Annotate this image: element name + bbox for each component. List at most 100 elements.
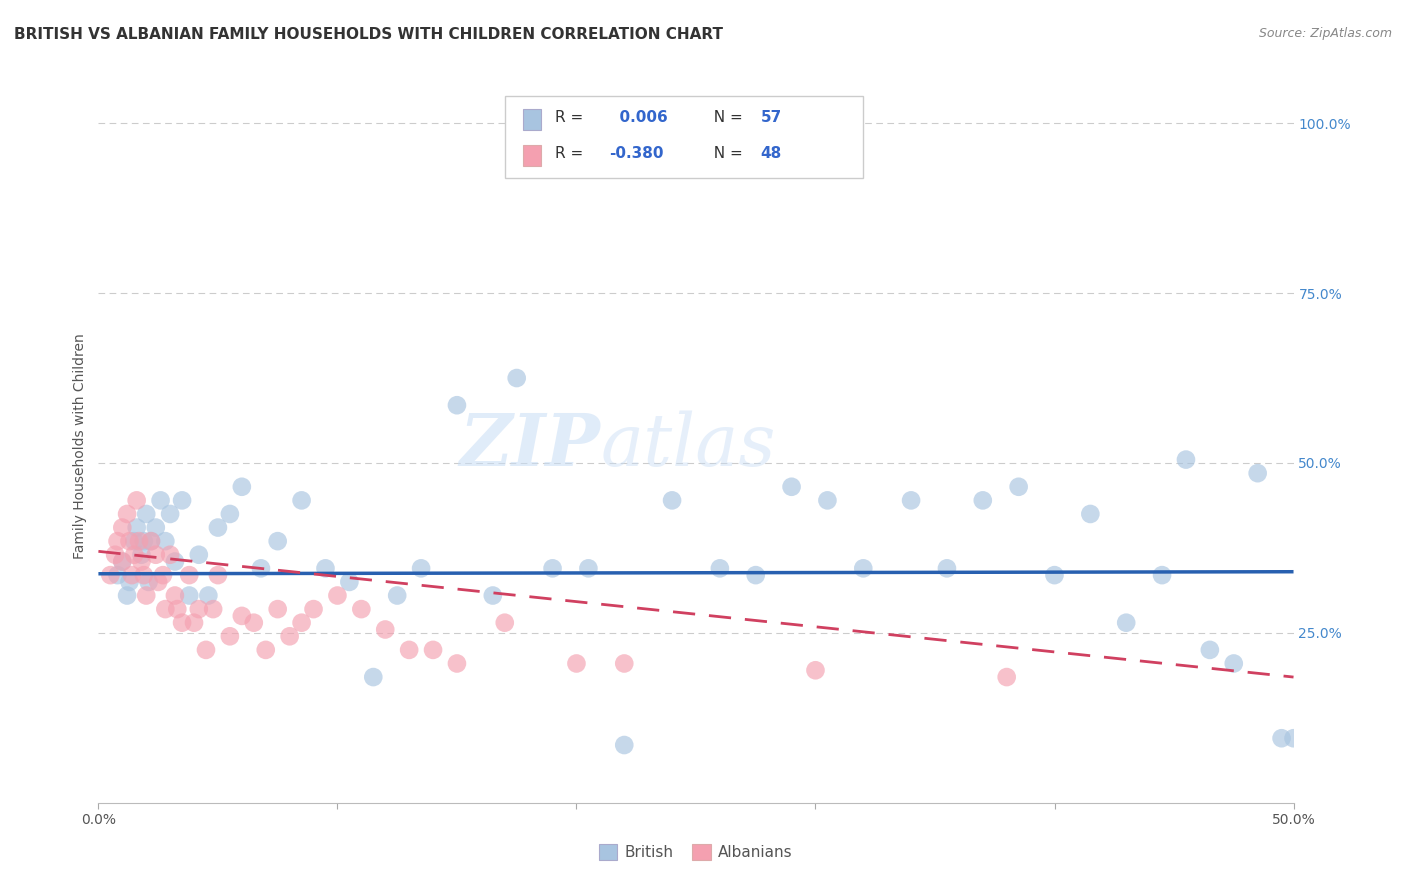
- Point: [243, 615, 266, 630]
- Point: [132, 568, 155, 582]
- Point: [145, 520, 167, 534]
- Point: [363, 670, 385, 684]
- Point: [179, 589, 201, 603]
- Text: BRITISH VS ALBANIAN FAMILY HOUSEHOLDS WITH CHILDREN CORRELATION CHART: BRITISH VS ALBANIAN FAMILY HOUSEHOLDS WI…: [14, 27, 723, 42]
- Point: [202, 602, 225, 616]
- Point: [115, 507, 138, 521]
- Point: [1271, 731, 1294, 746]
- Point: [166, 602, 188, 616]
- Point: [131, 548, 153, 562]
- Point: [1152, 568, 1174, 582]
- Point: [159, 507, 181, 521]
- Point: [972, 493, 994, 508]
- Point: [139, 534, 162, 549]
- Point: [172, 615, 194, 630]
- Point: [187, 602, 209, 616]
- Point: [267, 534, 290, 549]
- Point: [1175, 452, 1198, 467]
- Point: [111, 555, 134, 569]
- Text: N =: N =: [704, 146, 748, 161]
- Point: [374, 623, 396, 637]
- Text: Source: ZipAtlas.com: Source: ZipAtlas.com: [1258, 27, 1392, 40]
- Point: [852, 561, 875, 575]
- Point: [780, 480, 803, 494]
- Point: [138, 574, 160, 589]
- Point: [135, 589, 157, 603]
- Point: [231, 608, 253, 623]
- Point: [745, 568, 768, 582]
- Point: [172, 493, 194, 508]
- Point: [254, 643, 277, 657]
- Point: [613, 657, 636, 671]
- Point: [506, 371, 529, 385]
- Point: [661, 493, 683, 508]
- Point: [1080, 507, 1102, 521]
- Text: 0.006: 0.006: [609, 111, 668, 125]
- Point: [398, 643, 420, 657]
- Point: [302, 602, 325, 616]
- Point: [350, 602, 373, 616]
- Point: [267, 602, 290, 616]
- Point: [207, 568, 229, 582]
- Point: [709, 561, 731, 575]
- Point: [111, 555, 134, 569]
- Point: [815, 493, 838, 508]
- Point: [900, 493, 922, 508]
- FancyBboxPatch shape: [505, 96, 863, 178]
- Y-axis label: Family Households with Children: Family Households with Children: [73, 333, 87, 559]
- Point: [1043, 568, 1066, 582]
- Point: [411, 561, 433, 575]
- Text: atlas: atlas: [600, 410, 776, 482]
- Text: R =: R =: [555, 111, 588, 125]
- Point: [139, 534, 162, 549]
- Point: [107, 534, 129, 549]
- Point: [315, 561, 337, 575]
- Point: [183, 615, 205, 630]
- Point: [115, 589, 138, 603]
- Point: [565, 657, 588, 671]
- Point: [155, 534, 177, 549]
- Point: [219, 507, 242, 521]
- Legend: British, Albanians: British, Albanians: [593, 838, 799, 866]
- Point: [124, 548, 146, 562]
- Point: [446, 657, 468, 671]
- Point: [936, 561, 959, 575]
- Text: ZIP: ZIP: [460, 410, 600, 482]
- Point: [422, 643, 444, 657]
- Point: [163, 589, 186, 603]
- Point: [1223, 657, 1246, 671]
- Point: [118, 534, 141, 549]
- Point: [1247, 466, 1270, 480]
- Point: [339, 574, 361, 589]
- Point: [125, 520, 148, 534]
- Point: [291, 615, 314, 630]
- Point: [446, 398, 468, 412]
- Point: [1008, 480, 1031, 494]
- Point: [98, 568, 122, 582]
- Point: [111, 520, 134, 534]
- Point: [145, 548, 167, 562]
- Text: 57: 57: [761, 111, 782, 125]
- Point: [494, 615, 516, 630]
- Point: [159, 548, 181, 562]
- Point: [152, 568, 174, 582]
- Text: 48: 48: [761, 146, 782, 161]
- Point: [128, 534, 150, 549]
- Point: [326, 589, 349, 603]
- Point: [148, 574, 170, 589]
- Point: [250, 561, 273, 575]
- Point: [278, 629, 301, 643]
- Point: [118, 574, 141, 589]
- Point: [155, 602, 177, 616]
- Text: -0.380: -0.380: [609, 146, 664, 161]
- Point: [1115, 615, 1137, 630]
- Point: [804, 663, 827, 677]
- Bar: [523, 145, 541, 166]
- Point: [163, 555, 186, 569]
- Point: [187, 548, 209, 562]
- Point: [149, 493, 172, 508]
- Point: [578, 561, 600, 575]
- Point: [613, 738, 636, 752]
- Point: [131, 555, 153, 569]
- Point: [104, 548, 127, 562]
